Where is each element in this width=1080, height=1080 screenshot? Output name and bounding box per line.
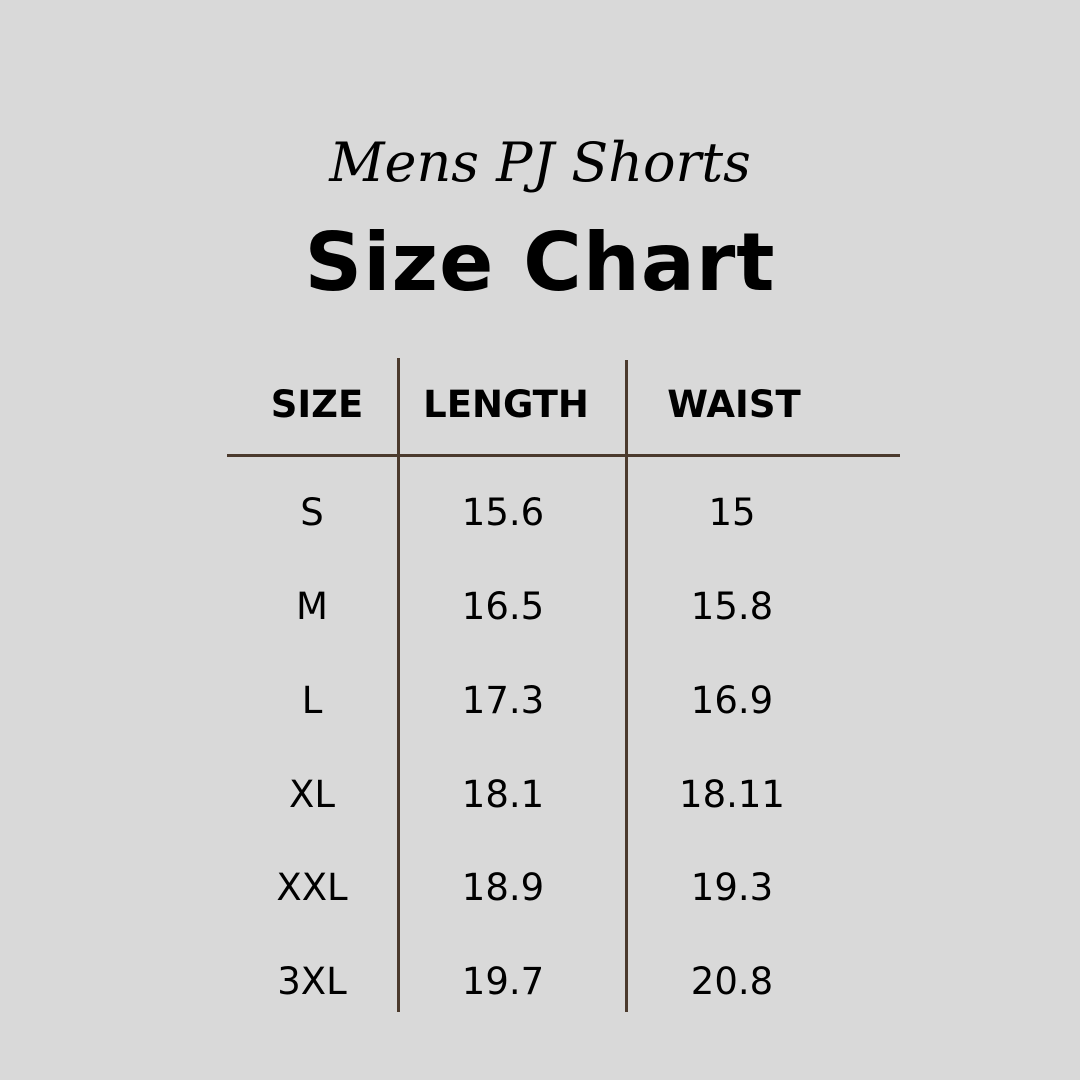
cell-length: 16.5 (461, 585, 545, 628)
cell-waist: 19.3 (690, 866, 774, 909)
column-header-length: LENGTH (423, 383, 589, 426)
cell-waist: 16.9 (690, 679, 774, 722)
cell-waist: 18.11 (679, 773, 785, 816)
chart-subtitle: Mens PJ Shorts (329, 131, 751, 194)
column-divider-1 (397, 358, 400, 1012)
cell-length: 18.9 (461, 866, 545, 909)
cell-length: 17.3 (461, 679, 545, 722)
column-header-waist: WAIST (667, 383, 801, 426)
cell-size: XXL (276, 866, 348, 909)
header-divider (227, 454, 900, 457)
cell-length: 18.1 (461, 773, 545, 816)
chart-title: Size Chart (304, 216, 776, 309)
cell-length: 15.6 (461, 491, 545, 534)
cell-size: XL (289, 773, 335, 816)
column-divider-2 (625, 360, 628, 1012)
cell-size: M (296, 585, 328, 628)
cell-waist: 15.8 (690, 585, 774, 628)
cell-waist: 20.8 (690, 960, 774, 1003)
cell-size: S (300, 491, 324, 534)
cell-length: 19.7 (461, 960, 545, 1003)
cell-size: L (301, 679, 323, 722)
column-header-size: SIZE (270, 383, 364, 426)
cell-size: 3XL (277, 960, 347, 1003)
cell-waist: 15 (708, 491, 756, 534)
